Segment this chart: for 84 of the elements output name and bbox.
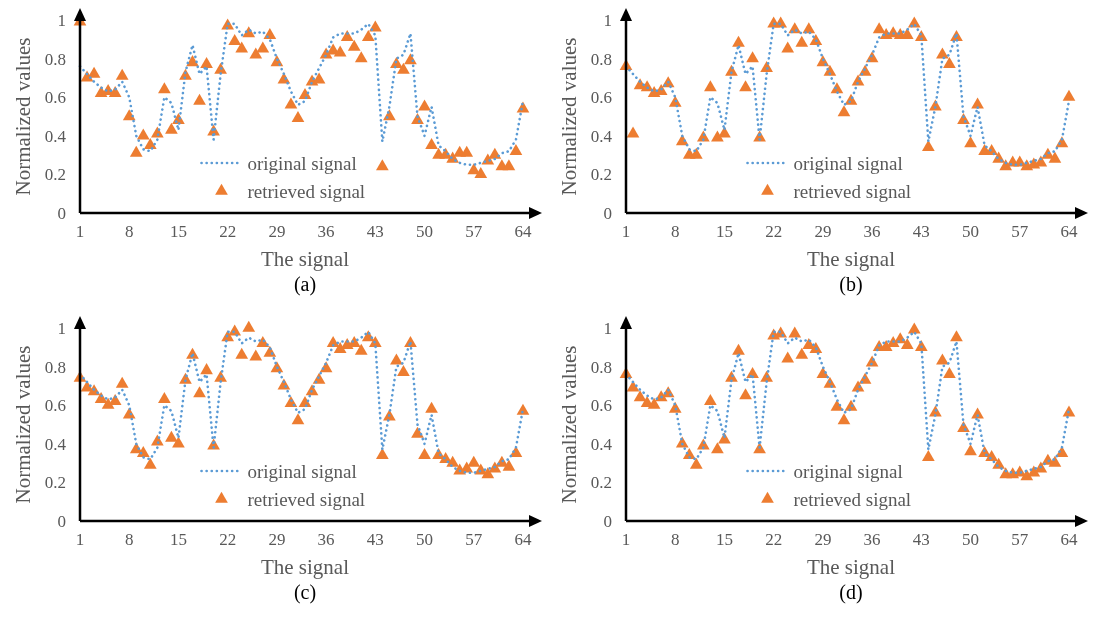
y-tick-label: 0.8 xyxy=(44,49,66,69)
x-tick-label: 64 xyxy=(514,530,532,549)
x-tick-label: 8 xyxy=(124,530,134,549)
legend-label: retrieved signal xyxy=(793,488,912,510)
y-axis-title: Normalized values xyxy=(557,345,581,504)
x-tick-label: 43 xyxy=(912,530,930,549)
x-tick-label: 8 xyxy=(670,222,680,241)
x-tick-label: 22 xyxy=(765,530,783,549)
y-tick-label: 0.4 xyxy=(44,126,67,146)
x-tick-label: 29 xyxy=(268,530,286,549)
x-tick-label: 64 xyxy=(1060,530,1078,549)
x-tick-label: 15 xyxy=(715,222,733,241)
x-tick-label: 29 xyxy=(268,222,286,241)
y-tick-label: 1 xyxy=(57,318,66,338)
legend-label: original signal xyxy=(247,152,357,174)
text: (c) xyxy=(293,581,317,604)
x-tick-label: 64 xyxy=(514,222,532,241)
legend-label: retrieved signal xyxy=(247,488,366,510)
x-tick-label: 8 xyxy=(670,530,680,549)
x-tick-label: 43 xyxy=(366,530,384,549)
x-axis-title: The signal xyxy=(806,555,896,579)
x-tick-label: 50 xyxy=(962,530,980,549)
y-tick-label: 0 xyxy=(603,511,612,531)
x-tick-label: 50 xyxy=(416,530,434,549)
x-tick-label: 1 xyxy=(621,530,631,549)
legend-label: original signal xyxy=(247,460,357,482)
y-tick-label: 0.6 xyxy=(590,88,612,108)
x-tick-label: 8 xyxy=(124,222,134,241)
x-tick-label: 15 xyxy=(169,222,187,241)
y-tick-label: 0 xyxy=(57,511,66,531)
x-axis-title: The signal xyxy=(806,247,896,271)
y-tick-label: 1 xyxy=(603,318,612,338)
y-tick-label: 0.6 xyxy=(590,396,612,416)
y-tick-label: 0 xyxy=(603,203,612,223)
y-tick-label: 0.2 xyxy=(44,473,66,493)
x-tick-label: 57 xyxy=(465,222,483,241)
y-tick-label: 1 xyxy=(57,10,66,30)
x-tick-label: 36 xyxy=(317,530,335,549)
x-tick-label: 22 xyxy=(219,222,237,241)
legend-label: original signal xyxy=(793,152,903,174)
y-tick-label: 0.8 xyxy=(590,49,612,69)
x-tick-label: 15 xyxy=(715,530,733,549)
y-tick-label: 1 xyxy=(603,10,612,30)
x-tick-label: 57 xyxy=(1011,222,1029,241)
y-tick-label: 0.6 xyxy=(44,396,66,416)
x-tick-label: 36 xyxy=(863,530,881,549)
x-tick-label: 1 xyxy=(75,222,85,241)
x-tick-label: 43 xyxy=(912,222,930,241)
text: (d) xyxy=(839,581,863,604)
x-tick-label: 57 xyxy=(465,530,483,549)
y-tick-label: 0 xyxy=(57,203,66,223)
x-tick-label: 50 xyxy=(416,222,434,241)
legend-label: original signal xyxy=(793,460,903,482)
x-tick-label: 29 xyxy=(814,530,832,549)
y-tick-label: 0.2 xyxy=(590,165,612,185)
y-tick-label: 0.8 xyxy=(44,357,66,377)
x-tick-label: 1 xyxy=(75,530,85,549)
x-tick-label: 22 xyxy=(219,530,237,549)
x-tick-label: 43 xyxy=(366,222,384,241)
x-axis-title: The signal xyxy=(260,247,350,271)
x-tick-label: 22 xyxy=(765,222,783,241)
y-axis-title: Normalized values xyxy=(11,37,35,196)
x-tick-label: 29 xyxy=(814,222,832,241)
x-tick-label: 1 xyxy=(621,222,631,241)
x-axis-title: The signal xyxy=(260,555,350,579)
x-tick-label: 15 xyxy=(169,530,187,549)
x-tick-label: 36 xyxy=(863,222,881,241)
y-tick-label: 0.4 xyxy=(44,434,67,454)
legend-label: retrieved signal xyxy=(793,180,912,202)
y-tick-label: 0.4 xyxy=(590,126,613,146)
text: (a) xyxy=(293,273,317,296)
x-tick-label: 36 xyxy=(317,222,335,241)
x-tick-label: 50 xyxy=(962,222,980,241)
text: (b) xyxy=(839,273,863,296)
y-tick-label: 0.2 xyxy=(590,473,612,493)
x-tick-label: 64 xyxy=(1060,222,1078,241)
y-tick-label: 0.6 xyxy=(44,88,66,108)
y-tick-label: 0.8 xyxy=(590,357,612,377)
y-axis-title: Normalized values xyxy=(557,37,581,196)
x-tick-label: 57 xyxy=(1011,530,1029,549)
y-tick-label: 0.2 xyxy=(44,165,66,185)
y-tick-label: 0.4 xyxy=(590,434,613,454)
legend-label: retrieved signal xyxy=(247,180,366,202)
y-axis-title: Normalized values xyxy=(11,345,35,504)
